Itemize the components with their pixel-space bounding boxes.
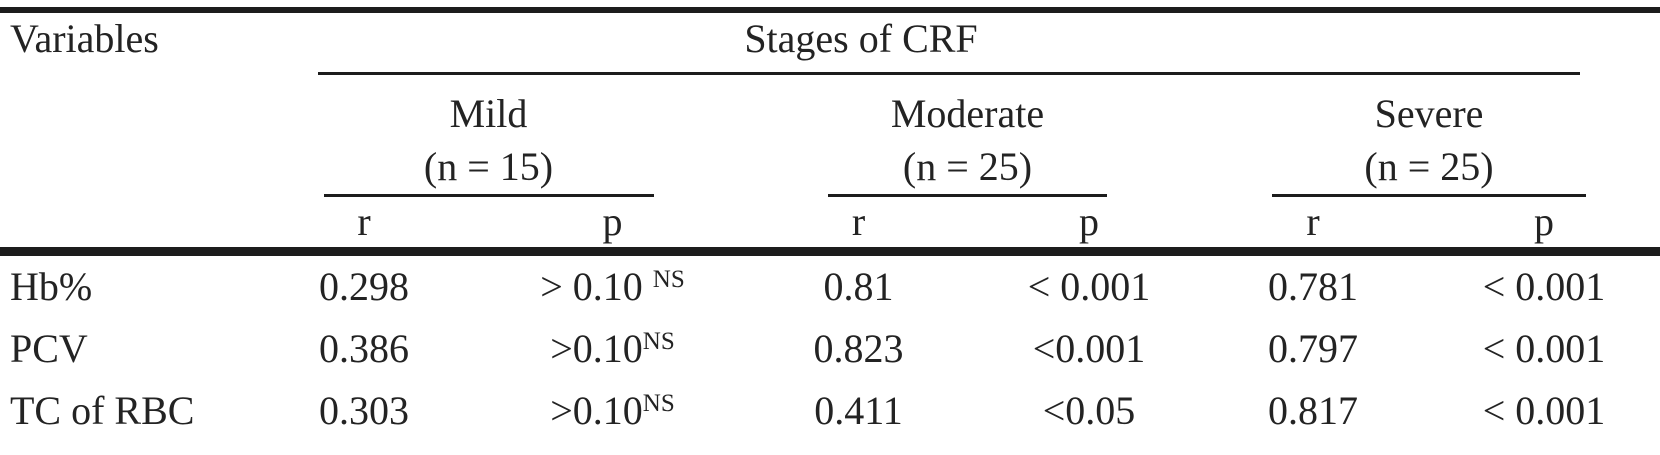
- col-label-p-mild: p: [602, 199, 623, 244]
- group-header-severe: Severe (n = 25): [1198, 75, 1660, 197]
- p-value: >0.10NS: [488, 318, 737, 380]
- p-value: <0.001: [980, 318, 1198, 380]
- p-text: >0.10: [550, 388, 643, 433]
- group-n: (n = 15): [423, 144, 554, 189]
- p-text: <0.001: [1032, 326, 1146, 371]
- group-header-moderate: Moderate (n = 25): [737, 75, 1198, 197]
- stages-rule: [318, 72, 1580, 75]
- variable-cell: PCV: [10, 326, 88, 371]
- p-value: < 0.001: [980, 256, 1198, 318]
- group-n: (n = 25): [902, 144, 1033, 189]
- r-value: 0.823: [813, 326, 904, 371]
- p-superscript: NS: [642, 390, 675, 417]
- p-text: < 0.001: [1482, 326, 1606, 371]
- p-text: <0.05: [1042, 388, 1136, 433]
- variable-cell: Hb%: [10, 264, 93, 309]
- top-rule: [0, 7, 1660, 13]
- col-label-p-moderate: p: [1079, 199, 1099, 244]
- table-row: PCV 0.386 >0.10NS 0.823 <0.001 0.797 < 0…: [0, 318, 1660, 380]
- r-value: 0.411: [814, 388, 903, 433]
- table-row: Hb% 0.298 > 0.10 NS 0.81 < 0.001 0.781 <…: [0, 256, 1660, 318]
- group-header-spacer: [0, 75, 240, 197]
- group-rule: [828, 194, 1107, 197]
- r-value: 0.386: [319, 326, 409, 371]
- r-value: 0.303: [319, 388, 409, 433]
- p-text: < 0.001: [1482, 264, 1606, 309]
- col-label-p-severe: p: [1534, 199, 1554, 244]
- variable-cell: TC of RBC: [10, 388, 195, 433]
- p-value: < 0.001: [1428, 380, 1660, 442]
- header-row-1: Variables Stages of CRF: [0, 13, 1660, 75]
- r-value: 0.797: [1268, 326, 1358, 371]
- r-value: 0.81: [823, 264, 894, 309]
- r-value: 0.781: [1268, 264, 1358, 309]
- p-text: > 0.10: [540, 264, 653, 309]
- p-superscript: NS: [642, 328, 675, 355]
- p-superscript: NS: [652, 266, 685, 293]
- r-value: 0.817: [1268, 388, 1358, 433]
- col-label-r-mild: r: [357, 199, 371, 244]
- group-rule: [323, 194, 654, 197]
- group-header-mild: Mild (n = 15): [240, 75, 737, 197]
- group-name: Moderate: [890, 91, 1045, 136]
- p-value: > 0.10 NS: [488, 256, 737, 318]
- p-value: >0.10NS: [488, 380, 737, 442]
- group-n: (n = 25): [1364, 144, 1494, 189]
- correlation-table: Variables Stages of CRF Mild (n = 15) Mo…: [0, 7, 1660, 442]
- p-value: < 0.001: [1428, 256, 1660, 318]
- group-name: Mild: [449, 91, 528, 136]
- group-name: Severe: [1374, 91, 1484, 136]
- variables-header: Variables: [10, 16, 159, 61]
- rp-spacer: [0, 197, 240, 247]
- p-value: <0.05: [980, 380, 1198, 442]
- p-value: < 0.001: [1428, 318, 1660, 380]
- rp-label-row: r p r p r p: [0, 197, 1660, 247]
- mid-rule: [0, 247, 1660, 256]
- p-text: < 0.001: [1027, 264, 1151, 309]
- p-text: >0.10: [550, 326, 643, 371]
- col-label-r-severe: r: [1306, 199, 1320, 244]
- group-header-row: Mild (n = 15) Moderate (n = 25) Severe (…: [0, 75, 1660, 197]
- stages-header: Stages of CRF: [744, 16, 978, 61]
- r-value: 0.298: [319, 264, 409, 309]
- p-text: < 0.001: [1482, 388, 1606, 433]
- group-rule: [1272, 194, 1586, 197]
- table-row: TC of RBC 0.303 >0.10NS 0.411 <0.05 0.81…: [0, 380, 1660, 442]
- col-label-r-moderate: r: [851, 199, 866, 244]
